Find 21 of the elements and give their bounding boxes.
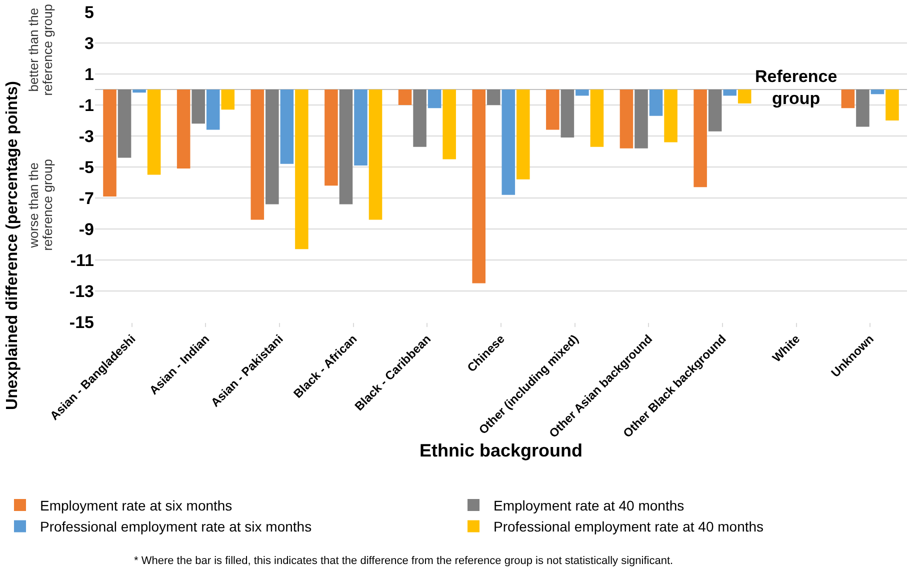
y-tick-label: -13 bbox=[69, 282, 94, 301]
legend-label: Professional employment rate at 40 months bbox=[494, 518, 764, 535]
y-tick-label: -5 bbox=[78, 158, 94, 177]
y-tick-label: -1 bbox=[78, 96, 94, 115]
y-tick-label: -7 bbox=[78, 188, 94, 208]
y-tick-label: -9 bbox=[78, 220, 94, 239]
annotation: Reference group bbox=[755, 67, 838, 108]
y-tick-label: -3 bbox=[78, 126, 94, 146]
x-axis-title: Ethnic background bbox=[419, 440, 583, 461]
y-tick-label: 5 bbox=[84, 2, 94, 22]
text: worse than the reference group bbox=[26, 159, 55, 251]
y-axis-title: Unexplained difference (percentage points) bbox=[4, 80, 21, 410]
text: better than the reference group bbox=[26, 4, 55, 96]
y-tick-label: 1 bbox=[84, 64, 94, 84]
legend-label: Employment rate at six months bbox=[40, 497, 232, 514]
legend-label: Professional employment rate at six months bbox=[40, 518, 312, 535]
text: * Where the bar is filled, this indicates that the difference from the reference group is not statistically significant. bbox=[134, 555, 674, 567]
y-tick-label: 3 bbox=[84, 34, 94, 53]
y-tick-label: -15 bbox=[69, 312, 94, 332]
legend-label: Employment rate at 40 months bbox=[494, 497, 684, 514]
y-tick-label: -11 bbox=[70, 250, 94, 270]
